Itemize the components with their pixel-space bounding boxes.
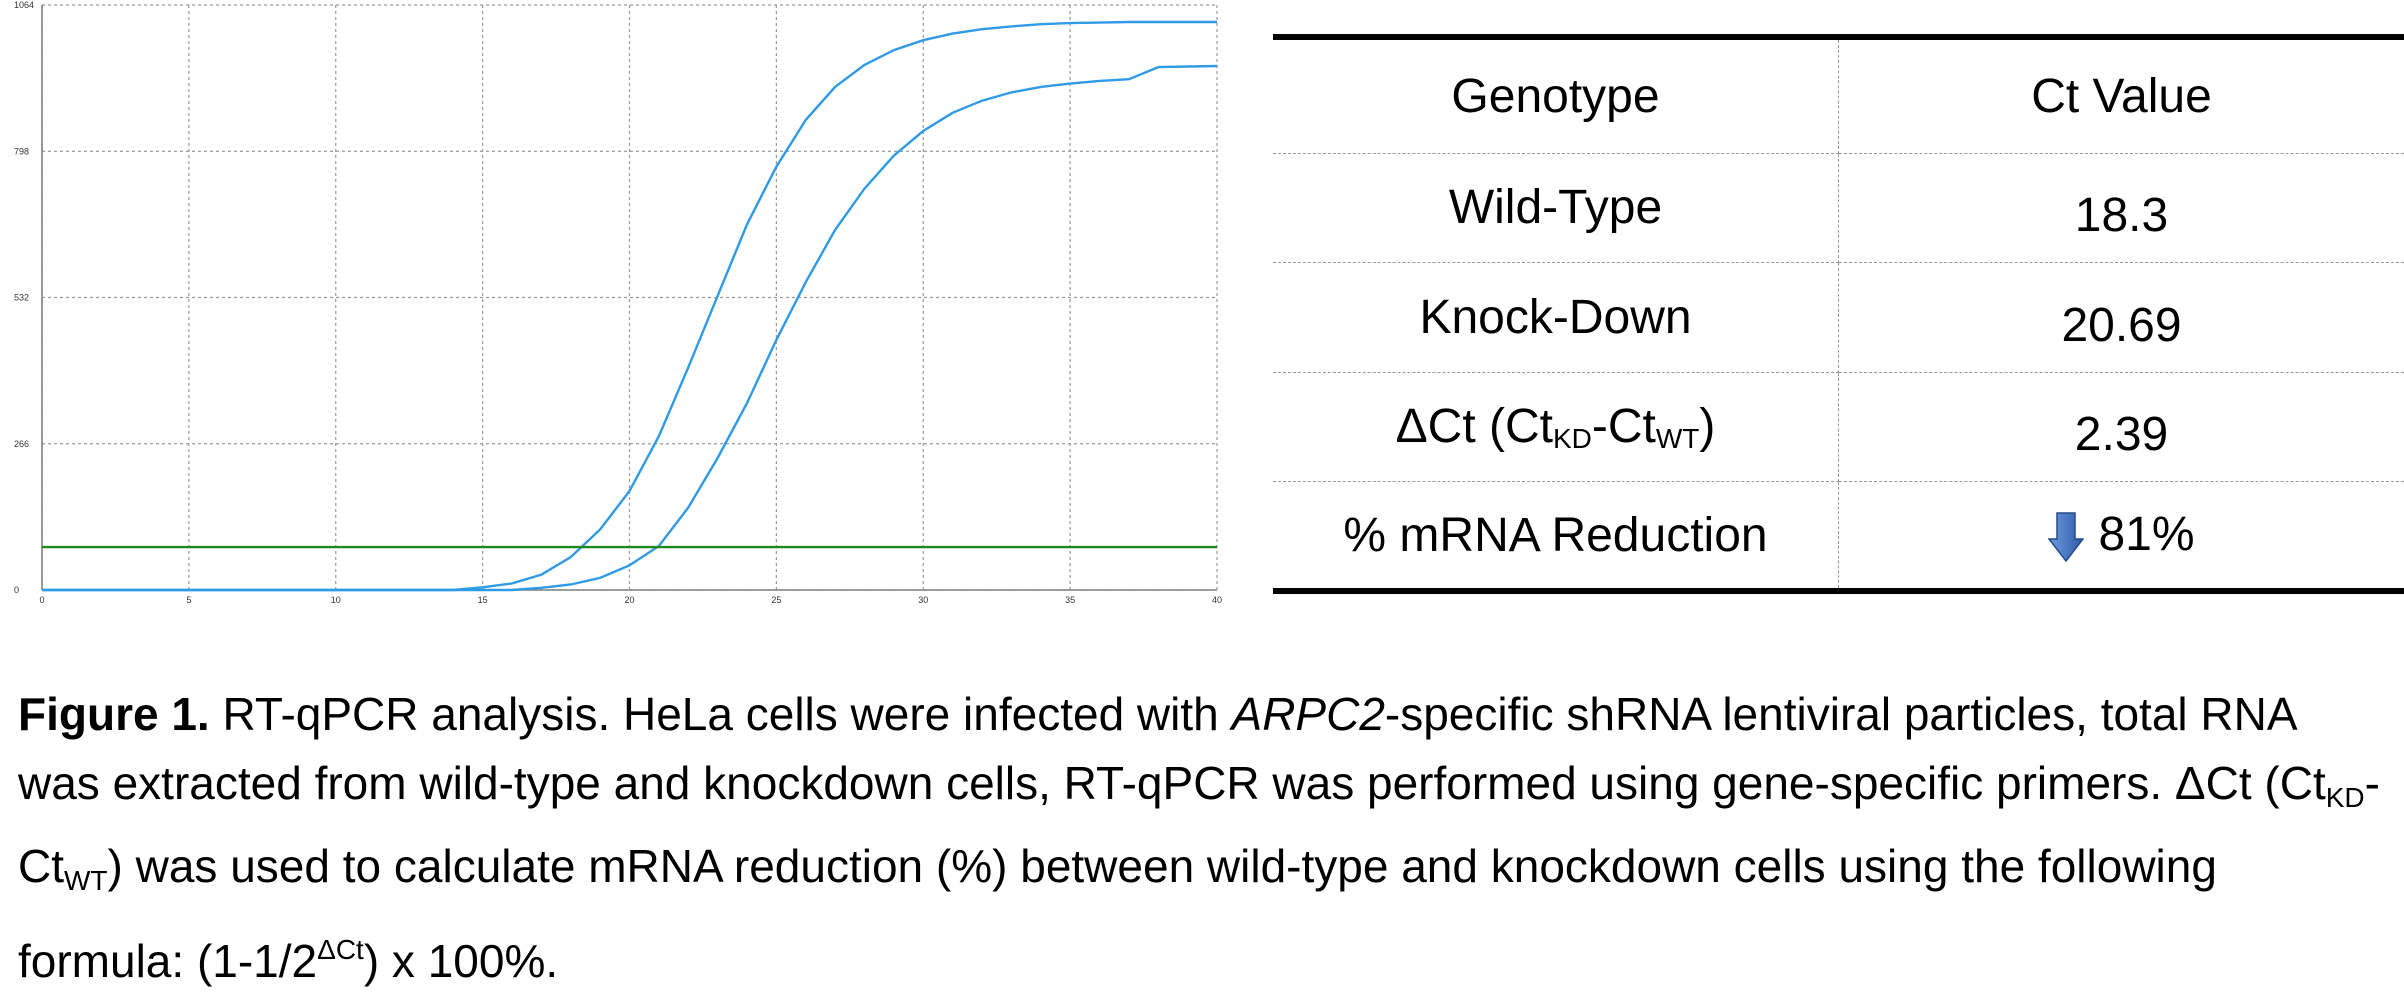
ct-text: 81% (2098, 508, 2194, 561)
y-tick-label: 266 (14, 439, 29, 449)
caption-sup: ΔCt (317, 934, 364, 965)
y-tick-label: 1064 (14, 0, 34, 10)
table-row: Knock-Down 20.69 (1273, 263, 2404, 373)
y-tick-label: 532 (14, 293, 29, 303)
x-tick-label: 35 (1065, 595, 1075, 605)
cell-ct: 20.69 (1839, 263, 2404, 373)
cell-ct: 18.3 (1839, 153, 2404, 263)
delta-ct-main: ΔCt (Ct (1396, 400, 1553, 453)
y-tick-label: 0 (14, 585, 19, 595)
header-ct-value: Ct Value (1839, 37, 2404, 153)
ct-text: 18.3 (2075, 189, 2168, 242)
x-tick-label: 0 (39, 595, 44, 605)
delta-ct-sub-wt: WT (1656, 423, 1700, 454)
table-header-row: Genotype Ct Value (1273, 37, 2404, 153)
down-arrow-icon (2048, 511, 2084, 563)
cell-ct: 81% (1839, 482, 2404, 592)
ct-text: 2.39 (2075, 408, 2168, 461)
cell-genotype: Knock-Down (1273, 263, 1839, 373)
ct-text: 20.69 (2061, 299, 2181, 352)
caption-text: ) x 100%. (364, 935, 558, 987)
amplification-plot: 0 5 10 15 20 25 30 35 40 0 266 532 798 1064 (0, 0, 1230, 610)
tick-labels: 0 5 10 15 20 25 30 35 40 0 266 532 798 1064 (14, 0, 1222, 605)
x-tick-label: 30 (918, 595, 928, 605)
table-row: ΔCt (CtKD-CtWT) 2.39 (1273, 372, 2404, 482)
x-tick-label: 10 (331, 595, 341, 605)
figure-caption: Figure 1. RT-qPCR analysis. HeLa cells w… (18, 680, 2388, 996)
genotype-text: Wild-Type (1449, 181, 1662, 234)
caption-sub: KD (2326, 782, 2365, 813)
delta-ct-sub-kd: KD (1553, 423, 1592, 454)
ct-results-table: Genotype Ct Value Wild-Type 18.3 Knock-D… (1273, 34, 2404, 594)
table-row: % mRNA Reduction 81% (1273, 482, 2404, 592)
caption-gene: ARPC2 (1232, 688, 1385, 740)
x-tick-label: 20 (624, 595, 634, 605)
cell-genotype: Wild-Type (1273, 153, 1839, 263)
delta-ct-label: ΔCt (CtKD-CtWT) (1396, 400, 1716, 453)
cell-genotype: % mRNA Reduction (1273, 482, 1839, 592)
x-tick-label: 25 (771, 595, 781, 605)
genotype-text: Knock-Down (1419, 291, 1691, 344)
cell-genotype: ΔCt (CtKD-CtWT) (1273, 372, 1839, 482)
delta-ct-mid: -Ct (1592, 400, 1656, 453)
x-tick-label: 40 (1212, 595, 1222, 605)
header-genotype: Genotype (1273, 37, 1839, 153)
caption-sub: WT (64, 865, 108, 896)
table-row: Wild-Type 18.3 (1273, 153, 2404, 263)
cell-ct: 2.39 (1839, 372, 2404, 482)
genotype-text: % mRNA Reduction (1343, 509, 1767, 562)
delta-ct-end: ) (1699, 400, 1715, 453)
grid (42, 5, 1217, 590)
x-tick-label: 15 (478, 595, 488, 605)
y-tick-label: 798 (14, 146, 29, 156)
x-tick-label: 5 (186, 595, 191, 605)
amplification-chart: 0 5 10 15 20 25 30 35 40 0 266 532 798 1064 (0, 0, 1230, 610)
caption-text: RT-qPCR analysis. HeLa cells were infect… (210, 688, 1232, 740)
caption-label: Figure 1. (18, 688, 210, 740)
